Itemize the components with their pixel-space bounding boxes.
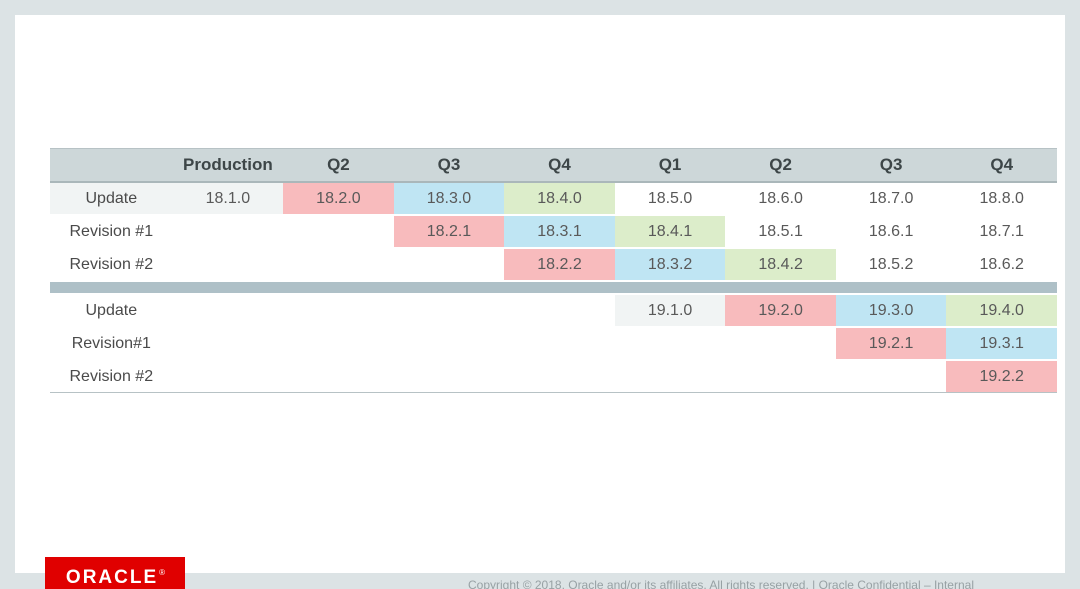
version-cell [172,294,284,328]
version-cell: 19.4.0 [946,294,1057,328]
version-cell [614,360,726,393]
row-label: Revision #2 [50,360,173,393]
version-cell: 18.4.0 [504,182,615,216]
version-cell [283,360,394,393]
version-cell [172,248,284,282]
version-cell: 19.3.1 [946,327,1057,361]
version-cell: 18.6.2 [946,248,1057,282]
version-cell: 18.5.2 [835,248,947,282]
version-cell [504,294,615,328]
row-label: Revision #1 [50,215,173,249]
table-row: Revision#1 19.2.1 19.3.1 [50,327,1057,361]
version-cell [172,360,284,393]
version-cell [614,327,726,361]
registered-trademark-icon: ® [159,567,166,577]
version-cell: 18.7.0 [835,182,947,216]
version-cell: 18.3.1 [504,215,615,249]
version-cell [393,248,505,282]
column-header-q4: Q4 [504,148,615,183]
version-cell [835,360,947,393]
column-header-q1: Q1 [614,148,726,183]
column-header-q3: Q3 [393,148,505,183]
version-cell: 19.2.2 [946,360,1057,393]
version-cell: 19.1.0 [614,294,726,328]
version-cell [283,327,394,361]
version-cell: 18.3.2 [614,248,726,282]
version-cell: 18.3.0 [393,182,505,216]
version-cell: 18.7.1 [946,215,1057,249]
version-cell [283,294,394,328]
version-cell: 18.6.1 [835,215,947,249]
oracle-logo: ORACLE ® [45,557,185,589]
version-cell: 18.2.0 [283,182,394,216]
row-label: Update [50,182,173,216]
version-cell: 19.2.1 [835,327,947,361]
column-header-production: Production [172,148,284,183]
table-row: Revision #1 18.2.1 18.3.1 18.4.1 18.5.1 … [50,215,1057,249]
version-cell [504,360,615,393]
version-cell [283,215,394,249]
table-row: Revision #2 18.2.2 18.3.2 18.4.2 18.5.2 … [50,248,1057,282]
version-cell [393,360,505,393]
table-row: Update 19.1.0 19.2.0 19.3.0 19.4.0 [50,294,1057,328]
version-cell: 18.6.0 [725,182,836,216]
version-cell [393,327,505,361]
version-cell [725,327,836,361]
version-cell: 18.2.2 [504,248,615,282]
table-header-row: Production Q2 Q3 Q4 Q1 Q2 Q3 Q4 [50,148,1057,183]
version-cell: 19.3.0 [835,294,947,328]
version-cell: 18.8.0 [946,182,1057,216]
column-header-q4b: Q4 [946,148,1057,183]
section-separator [50,280,1057,295]
release-table: Production Q2 Q3 Q4 Q1 Q2 Q3 Q4 Update 1… [50,148,1057,393]
version-cell [393,294,505,328]
row-label: Revision #2 [50,248,173,282]
version-cell: 18.4.1 [614,215,726,249]
row-label: Update [50,294,173,328]
column-header-q3b: Q3 [835,148,947,183]
version-cell [172,215,284,249]
table-row: Revision #2 19.2.2 [50,360,1057,393]
version-cell: 18.2.1 [393,215,505,249]
slide: Production Q2 Q3 Q4 Q1 Q2 Q3 Q4 Update 1… [15,15,1065,573]
slide-footer-text: Copyright © 2018, Oracle and/or its affi… [468,578,974,589]
column-header-q2: Q2 [283,148,394,183]
version-cell: 19.2.0 [725,294,836,328]
version-cell: 18.1.0 [172,182,284,216]
version-cell [172,327,284,361]
version-cell: 18.5.1 [725,215,836,249]
oracle-logo-text: ORACLE [65,567,159,588]
column-header-blank [50,148,173,183]
row-label: Revision#1 [50,327,173,361]
version-cell: 18.4.2 [725,248,836,282]
version-cell [725,360,836,393]
version-cell [504,327,615,361]
column-header-q2b: Q2 [725,148,836,183]
version-cell: 18.5.0 [614,182,726,216]
version-cell [283,248,394,282]
separator-bar [50,280,1057,295]
table-row: Update 18.1.0 18.2.0 18.3.0 18.4.0 18.5.… [50,182,1057,216]
